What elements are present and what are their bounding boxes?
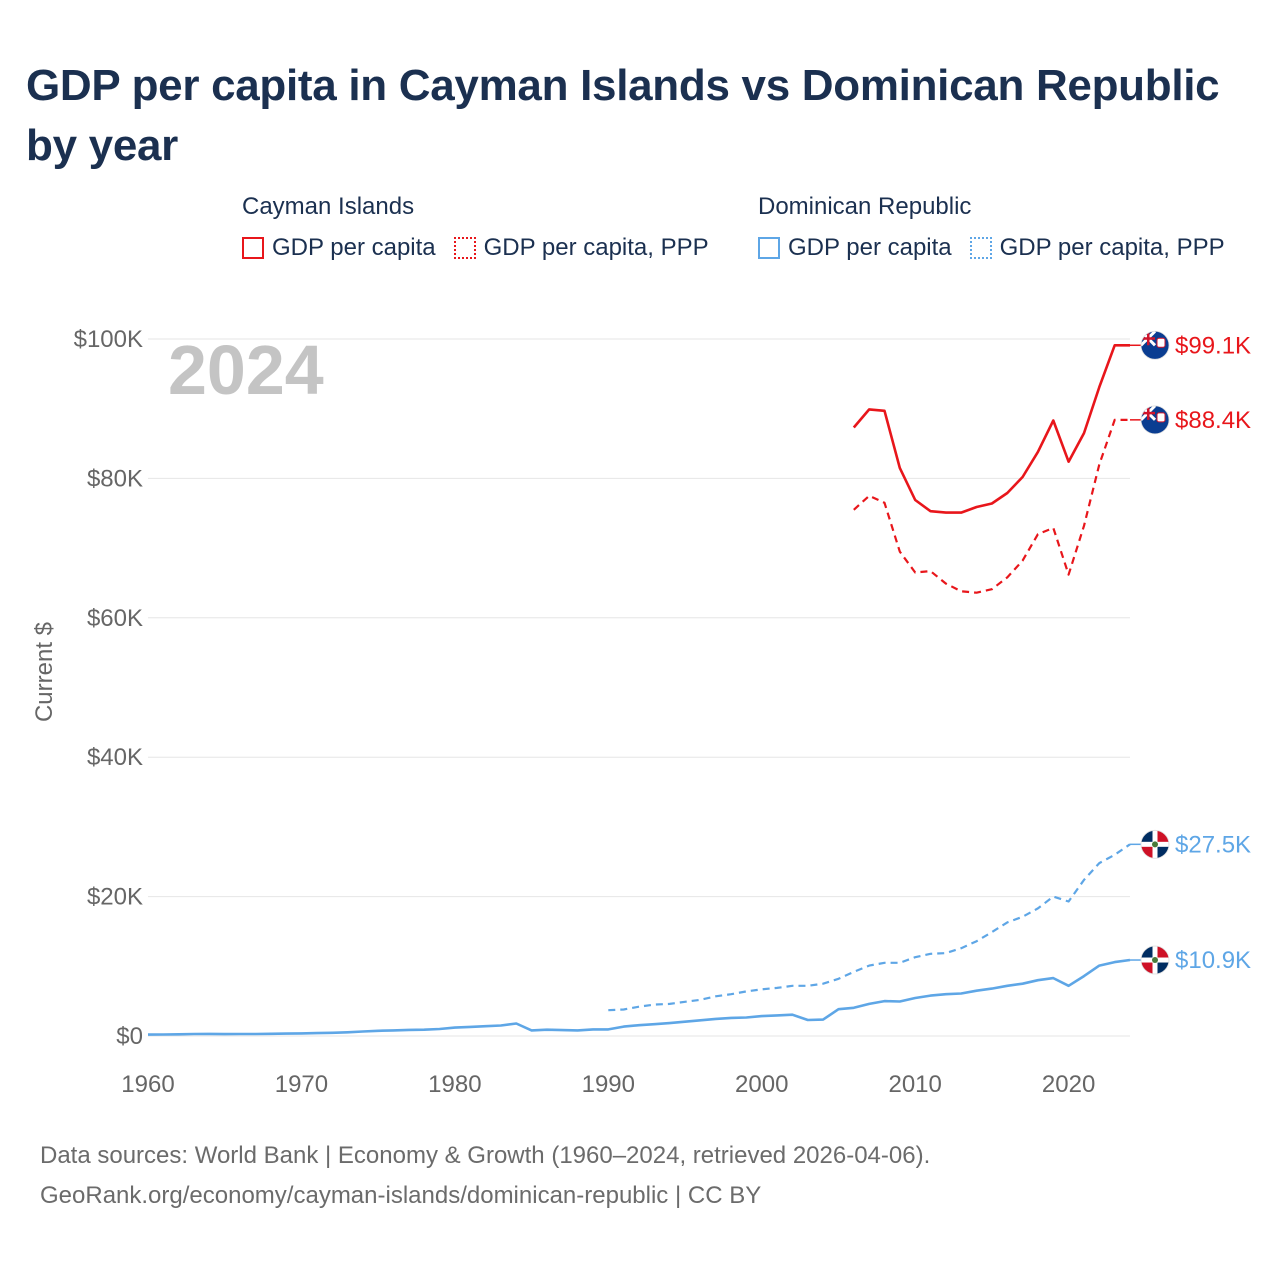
y-axis-label: Current $ <box>31 622 58 722</box>
cayman-islands-flag-icon <box>1140 405 1170 435</box>
end-value-label: $10.9K <box>1175 947 1251 974</box>
legend-swatch-dashed <box>969 237 992 259</box>
legend-item-dominican-gdp[interactable]: GDP per capita <box>758 233 952 263</box>
end-value-label: $88.4K <box>1175 407 1251 434</box>
y-tick-label: $0 <box>116 1023 143 1050</box>
x-tick-label: 1970 <box>275 1071 328 1098</box>
y-tick-label: $20K <box>87 884 143 911</box>
legend-item-label: GDP per capita, PPP <box>999 234 1225 261</box>
legend-item-cayman-gdp-ppp[interactable]: GDP per capita, PPP <box>453 233 709 263</box>
dominican-republic-flag-icon <box>1140 829 1170 859</box>
x-tick-label: 2000 <box>735 1071 788 1098</box>
y-tick-label: $80K <box>87 465 143 492</box>
y-tick-label: $60K <box>87 605 143 632</box>
y-tick-label: $100K <box>74 326 143 353</box>
legend-item-label: GDP per capita <box>788 234 952 261</box>
legend-swatch-solid <box>758 237 780 259</box>
series-line-3[interactable] <box>147 958 1131 1036</box>
footer: Data sources: World Bank | Economy & Gro… <box>40 1136 930 1216</box>
data-source-note: Data sources: World Bank | Economy & Gro… <box>40 1142 931 1169</box>
source-link[interactable]: GeoRank.org/economy/cayman-islands/domin… <box>40 1182 762 1209</box>
x-tick-label: 2020 <box>1042 1071 1095 1098</box>
x-tick-label: 1980 <box>428 1071 481 1098</box>
legend-item-dominican-gdp-ppp[interactable]: GDP per capita, PPP <box>969 233 1225 263</box>
legend-group-cayman: Cayman Islands GDP per capita GDP per ca… <box>242 193 709 263</box>
series-line-1[interactable] <box>853 418 1130 594</box>
legend-item-label: GDP per capita, PPP <box>483 234 709 261</box>
series-line-0[interactable] <box>852 344 1130 514</box>
end-value-label: $27.5K <box>1175 831 1251 858</box>
series-line-2[interactable] <box>608 843 1131 1012</box>
legend-item-cayman-gdp[interactable]: GDP per capita <box>242 233 436 263</box>
legend-item-label: GDP per capita <box>272 234 436 261</box>
y-tick-label: $40K <box>87 744 143 771</box>
legend-group-name: Dominican Republic <box>758 193 972 220</box>
cayman-islands-flag-icon <box>1140 330 1170 360</box>
end-value-label: $99.1K <box>1175 332 1251 359</box>
x-tick-label: 2010 <box>888 1071 941 1098</box>
legend-swatch-dashed <box>453 237 476 259</box>
legend-swatch-solid <box>242 237 264 259</box>
year-watermark: 2024 <box>168 331 324 409</box>
x-tick-label: 1990 <box>582 1071 635 1098</box>
legend-group-name: Cayman Islands <box>242 193 415 220</box>
line-chart: $0 $20K $40K $60K $80K $100K 2024 Current $ 1… <box>31 326 1251 1098</box>
x-tick-label: 1960 <box>121 1071 174 1098</box>
dominican-republic-flag-icon <box>1140 945 1170 975</box>
chart-title: GDP per capita in Cayman Islands vs Domi… <box>26 61 1220 170</box>
legend-group-dominican: Dominican Republic GDP per capita GDP pe… <box>758 193 1225 263</box>
